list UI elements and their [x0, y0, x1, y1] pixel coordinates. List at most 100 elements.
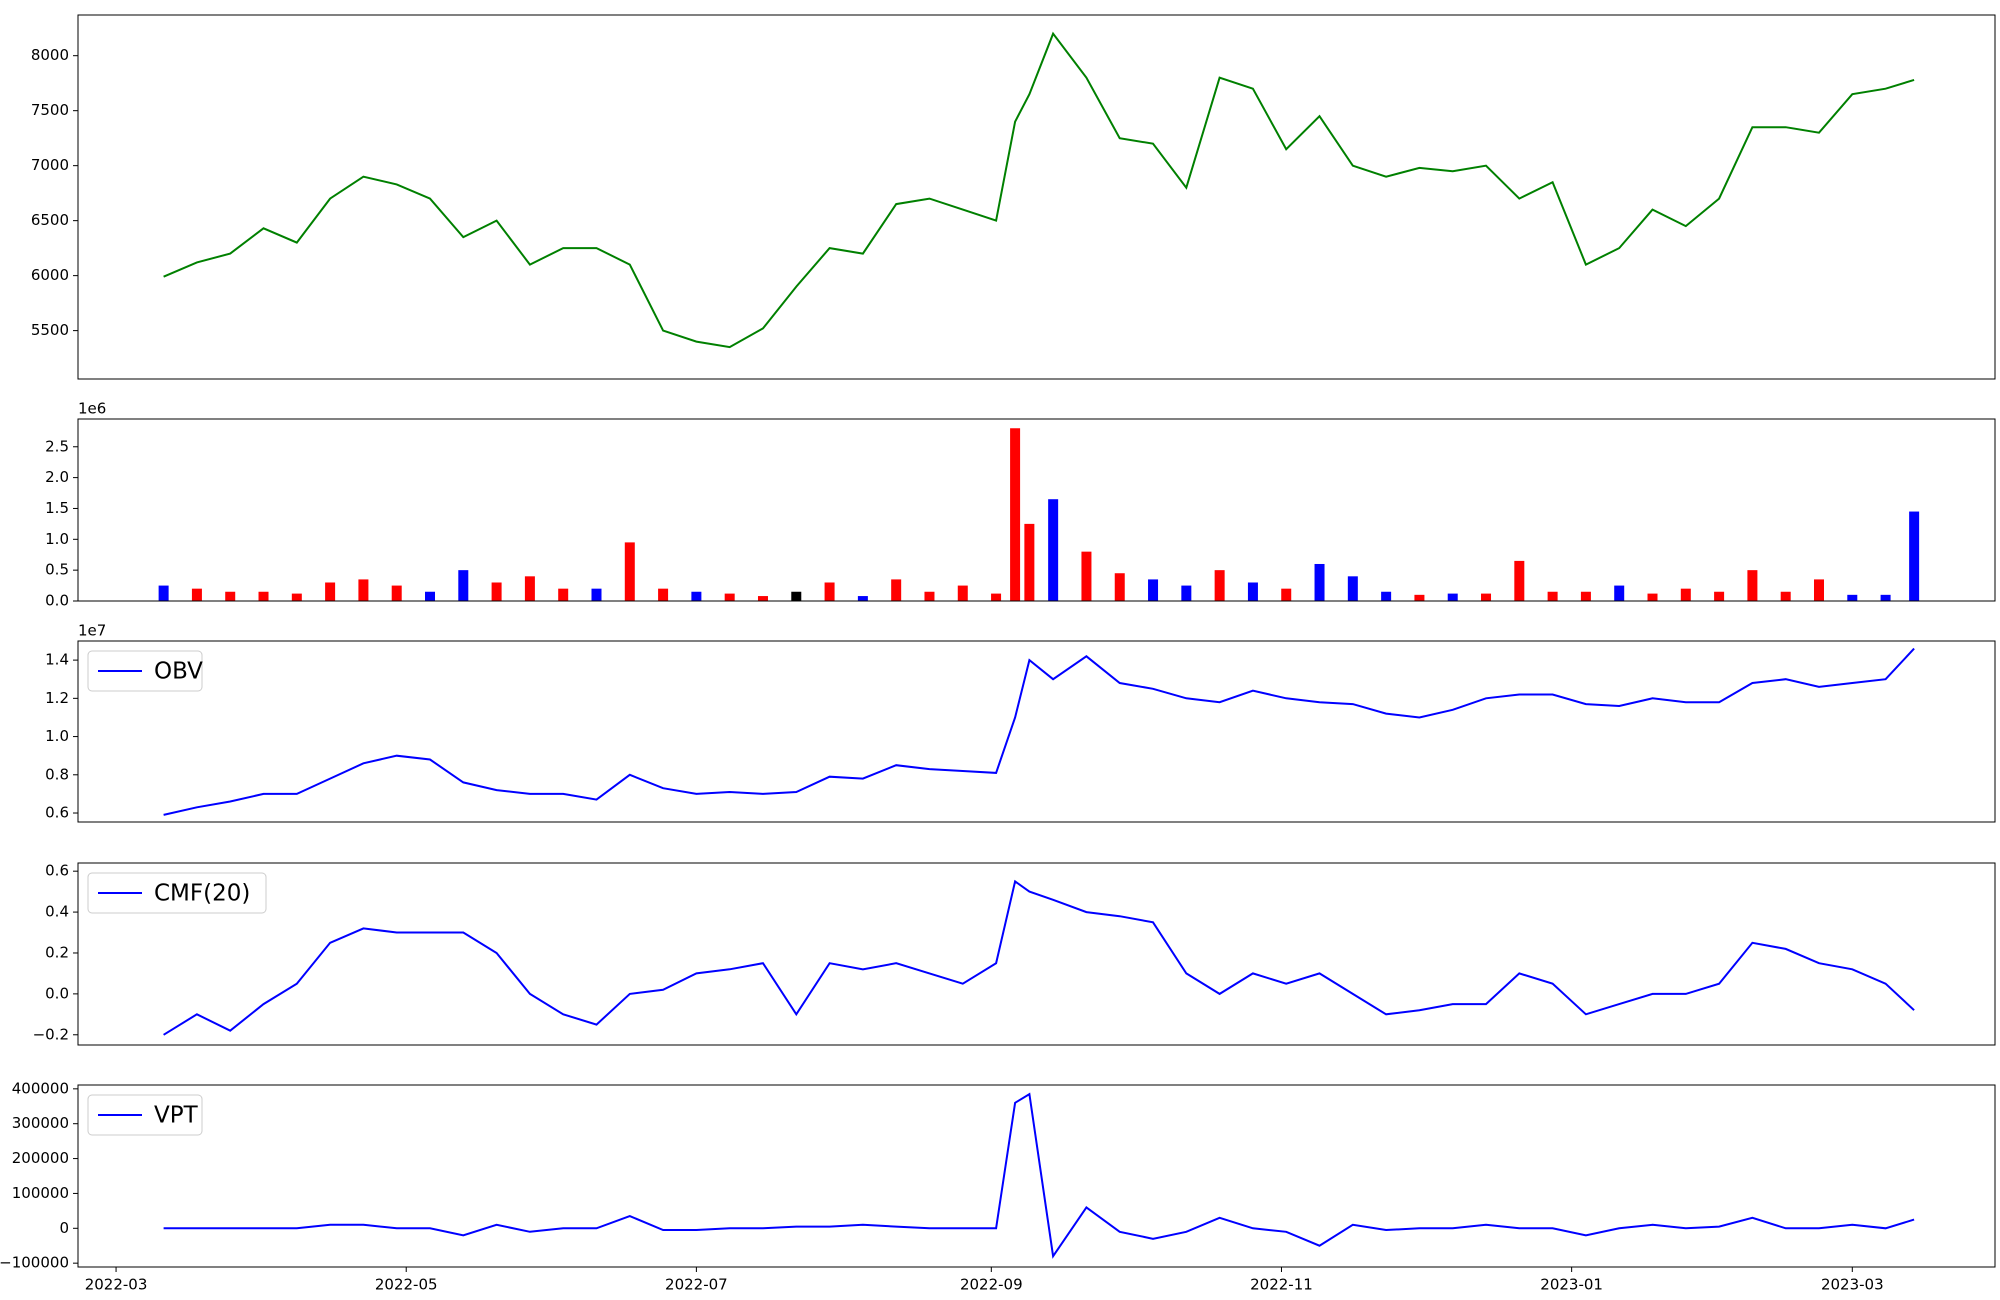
bar	[891, 579, 902, 601]
bar	[1048, 499, 1059, 601]
line	[163, 879, 1915, 1036]
y-tick-label: 1.0	[45, 530, 69, 548]
offset-label: 1e6	[78, 400, 106, 418]
bar	[924, 591, 935, 601]
y-tick-label: −0.2	[33, 1025, 69, 1043]
legend-box	[87, 650, 203, 692]
y-tick-label: 0.2	[45, 943, 69, 961]
bar	[291, 593, 302, 601]
bar	[1813, 579, 1824, 601]
bar	[624, 542, 635, 601]
bar	[391, 585, 402, 601]
bar	[1247, 582, 1258, 601]
bar	[1114, 573, 1125, 601]
axes-frame	[77, 14, 1996, 380]
bar	[957, 585, 968, 601]
x-tick-label: 2022-05	[375, 1276, 438, 1294]
bar	[1847, 594, 1858, 601]
bar	[558, 588, 569, 601]
y-tick-label: 2.0	[45, 468, 69, 486]
y-tick-label: 7000	[31, 156, 69, 174]
bar	[724, 593, 735, 601]
y-tick-label: 5500	[31, 321, 69, 339]
line	[163, 647, 1915, 816]
bar	[757, 596, 768, 601]
y-tick-label: 1.5	[45, 499, 69, 517]
legend-label: VPT	[154, 1103, 199, 1129]
line	[163, 31, 1915, 349]
y-tick-label: 1.4	[45, 651, 69, 669]
bar	[1281, 588, 1292, 601]
bar	[1010, 428, 1021, 601]
bar	[425, 591, 436, 601]
axes-frame	[77, 418, 1996, 602]
x-tick-label: 2022-09	[960, 1276, 1023, 1294]
bar	[524, 576, 535, 601]
bar	[158, 585, 169, 601]
y-tick-label: 0.6	[45, 804, 69, 822]
y-tick-label: 0	[59, 1219, 69, 1237]
legend-label: OBV	[154, 659, 203, 685]
y-tick-label: 200000	[12, 1149, 69, 1167]
bar	[1314, 563, 1325, 601]
axes-frame	[77, 1084, 1996, 1268]
y-tick-label: 1.0	[45, 727, 69, 745]
bar	[1547, 591, 1558, 601]
y-tick-label: 400000	[12, 1079, 69, 1097]
bar	[458, 570, 469, 601]
line	[163, 1092, 1915, 1259]
y-tick-label: 6500	[31, 211, 69, 229]
y-tick-label: 0.6	[45, 862, 69, 880]
bar	[1647, 593, 1658, 601]
y-tick-label: 0.4	[45, 903, 69, 921]
x-tick-label: 2022-03	[85, 1276, 148, 1294]
y-tick-label: 6000	[31, 266, 69, 284]
bar	[1514, 560, 1525, 601]
bar	[1909, 511, 1920, 601]
bar	[1880, 594, 1891, 601]
x-tick-label: 2022-11	[1250, 1276, 1313, 1294]
offset-label: 1e7	[78, 622, 106, 640]
y-tick-label: 2.5	[45, 437, 69, 455]
x-tick-label: 2023-03	[1821, 1276, 1884, 1294]
y-tick-label: 0.0	[45, 592, 69, 610]
bar	[1780, 591, 1791, 601]
legend-box	[87, 1094, 203, 1136]
bar	[258, 591, 269, 601]
bar	[658, 588, 669, 601]
y-tick-label: 1.2	[45, 689, 69, 707]
y-tick-label: 100000	[12, 1184, 69, 1202]
y-tick-label: 0.8	[45, 765, 69, 783]
bar	[1614, 585, 1625, 601]
bar	[1447, 593, 1458, 601]
x-tick-label: 2022-07	[665, 1276, 728, 1294]
bar	[1347, 576, 1358, 601]
bar	[1081, 551, 1092, 601]
bar	[358, 579, 369, 601]
bar	[1214, 570, 1225, 601]
bar	[325, 582, 336, 601]
y-tick-label: 0.0	[45, 984, 69, 1002]
bar	[1414, 594, 1425, 601]
y-tick-label: 8000	[31, 46, 69, 64]
y-tick-label: −100000	[0, 1254, 69, 1272]
bar	[1680, 588, 1691, 601]
y-tick-label: 0.5	[45, 561, 69, 579]
bar	[1580, 591, 1591, 601]
bar	[1148, 579, 1159, 601]
bar	[1481, 593, 1492, 601]
axes-frame	[77, 640, 1996, 823]
bar	[225, 591, 236, 601]
bar	[1714, 591, 1725, 601]
bar	[191, 588, 202, 601]
bar	[691, 591, 702, 601]
y-tick-label: 300000	[12, 1114, 69, 1132]
bar	[1181, 585, 1192, 601]
bar	[857, 596, 868, 601]
bar	[491, 582, 502, 601]
bar	[824, 582, 835, 601]
bar	[791, 591, 802, 601]
y-tick-label: 7500	[31, 101, 69, 119]
bar	[1747, 570, 1758, 601]
